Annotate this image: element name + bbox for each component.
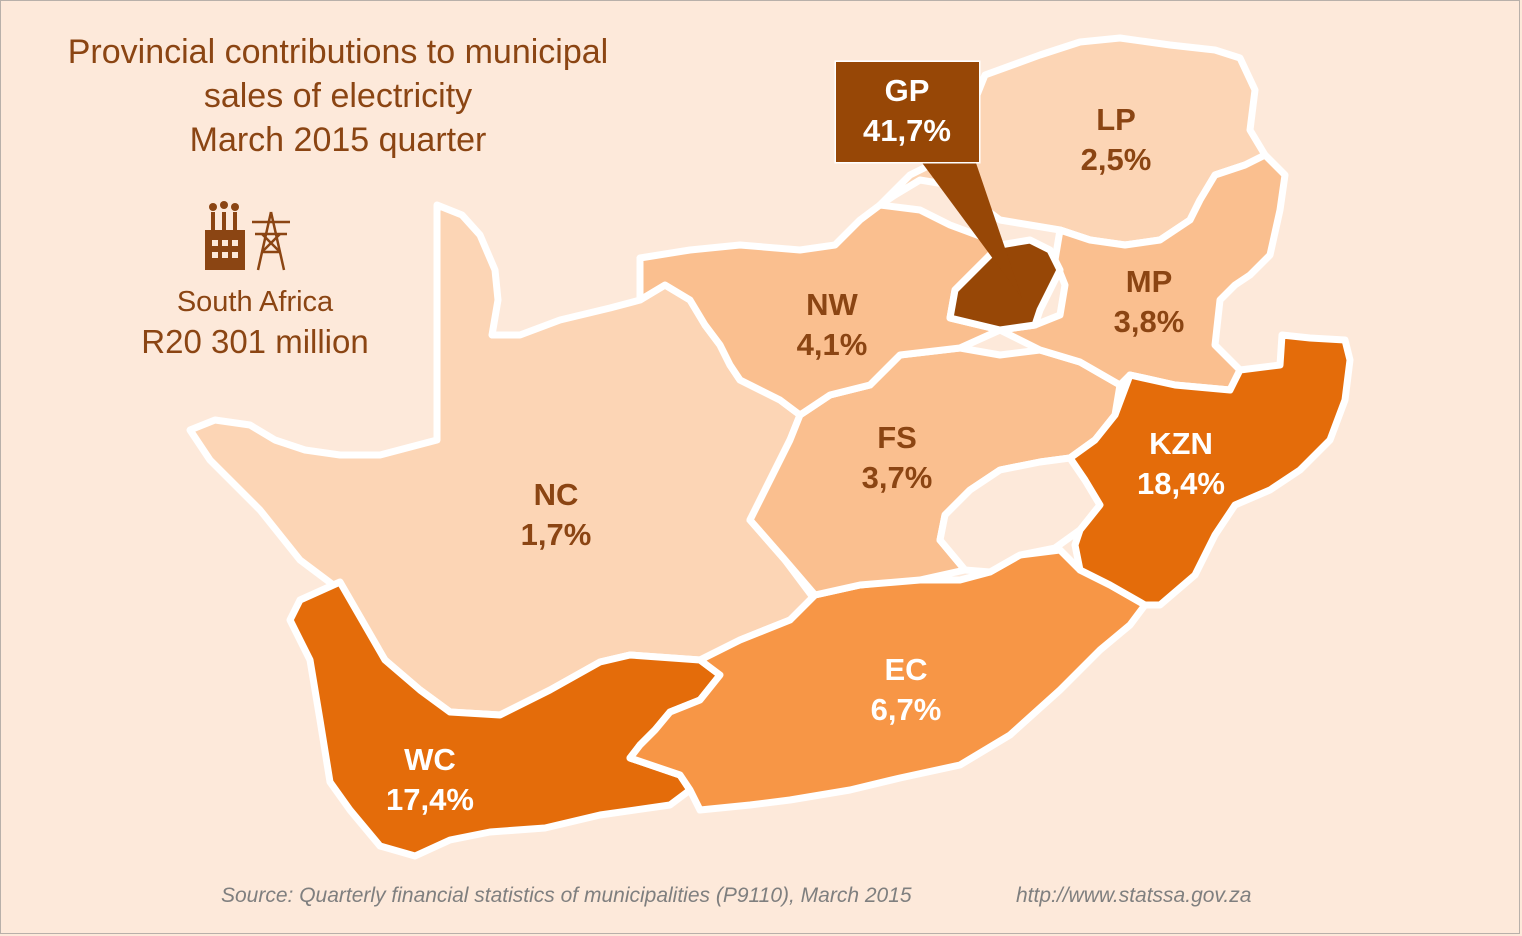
label-fs: FS 3,7% bbox=[817, 418, 977, 498]
gp-callout-fill bbox=[836, 62, 979, 162]
label-kzn: KZN 18,4% bbox=[1101, 424, 1261, 504]
label-ec-share: 6,7% bbox=[870, 692, 942, 727]
label-gp-share: 41,7% bbox=[863, 113, 951, 148]
label-ec: EC 6,7% bbox=[826, 650, 986, 730]
label-fs-code: FS bbox=[877, 420, 917, 455]
title-line-2: sales of electricity bbox=[203, 77, 473, 115]
label-wc-share: 17,4% bbox=[386, 782, 474, 817]
label-kzn-share: 18,4% bbox=[1137, 466, 1225, 501]
map-title: Provincial contributions to municipal sa… bbox=[18, 30, 658, 162]
label-lp: LP 2,5% bbox=[1036, 100, 1196, 180]
label-kzn-code: KZN bbox=[1149, 426, 1213, 461]
label-lp-share: 2,5% bbox=[1080, 142, 1152, 177]
gp-callout-pointer bbox=[920, 160, 1022, 298]
label-nc-code: NC bbox=[533, 477, 579, 512]
label-mp-share: 3,8% bbox=[1113, 304, 1185, 339]
label-wc-code: WC bbox=[404, 742, 456, 777]
label-nw: NW 4,1% bbox=[752, 285, 912, 365]
title-line-3: March 2015 quarter bbox=[189, 121, 487, 159]
province-gp[interactable] bbox=[946, 236, 1064, 334]
country-summary: South Africa R20 301 million bbox=[110, 283, 400, 363]
label-gp: GP 41,7% bbox=[827, 71, 987, 151]
label-lp-code: LP bbox=[1096, 102, 1136, 137]
label-nc-share: 1,7% bbox=[520, 517, 592, 552]
source-url[interactable]: http://www.statssa.gov.za bbox=[1016, 884, 1252, 907]
label-mp-code: MP bbox=[1125, 264, 1173, 299]
transmission-tower-icon bbox=[252, 211, 290, 271]
factory-icon bbox=[205, 201, 245, 270]
label-nw-share: 4,1% bbox=[796, 327, 868, 362]
province-nw[interactable] bbox=[636, 201, 1004, 419]
label-wc: WC 17,4% bbox=[350, 740, 510, 820]
label-nw-code: NW bbox=[806, 287, 858, 322]
title-line-1: Provincial contributions to municipal bbox=[67, 33, 609, 71]
label-mp: MP 3,8% bbox=[1069, 262, 1229, 342]
source-note: Source: Quarterly financial statistics o… bbox=[221, 884, 912, 907]
country-total: R20 301 million bbox=[141, 323, 369, 360]
country-name: South Africa bbox=[176, 286, 334, 318]
label-gp-code: GP bbox=[884, 73, 930, 108]
province-kzn[interactable] bbox=[1066, 331, 1354, 609]
label-fs-share: 3,7% bbox=[861, 460, 933, 495]
label-nc: NC 1,7% bbox=[476, 475, 636, 555]
label-ec-code: EC bbox=[884, 652, 928, 687]
